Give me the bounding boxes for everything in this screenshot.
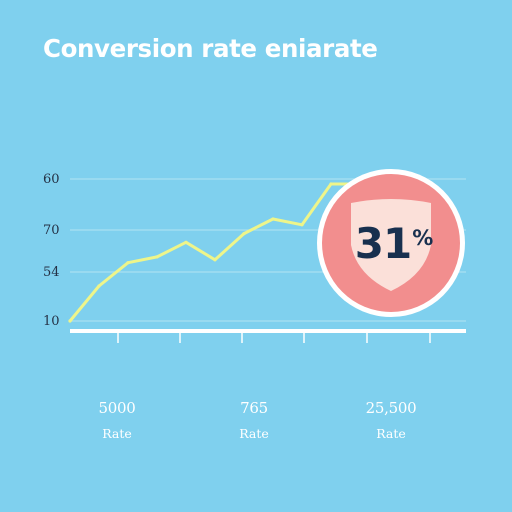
data-point	[68, 319, 72, 323]
data-point	[213, 258, 217, 262]
data-point	[300, 223, 304, 227]
badge-value: 31%	[355, 219, 434, 268]
conversion-badge: 31%	[317, 169, 465, 317]
y-tick-label: 70	[43, 223, 60, 238]
stat-block: 5000 Rate	[57, 398, 177, 442]
series-line	[68, 182, 362, 323]
stat-label: Rate	[239, 426, 269, 441]
data-point	[155, 255, 159, 259]
x-axis	[70, 329, 466, 343]
stat-value: 25,500	[365, 399, 417, 417]
y-tick-label: 60	[43, 172, 60, 187]
y-tick-label: 10	[43, 314, 60, 329]
stat-block: 765 Rate	[194, 398, 314, 442]
data-point	[329, 182, 333, 186]
stat-value: 5000	[98, 399, 136, 417]
badge-unit: %	[412, 225, 434, 250]
shield-icon	[351, 199, 431, 291]
stat-label: Rate	[102, 426, 132, 441]
data-point	[271, 217, 275, 221]
badge-number: 31	[354, 218, 412, 268]
chart-title: Conversion rate eniarate	[43, 34, 378, 63]
stat-block: 25,500 Rate	[331, 398, 451, 442]
data-point	[97, 284, 101, 288]
data-point	[126, 261, 130, 265]
stat-value: 765	[240, 399, 268, 417]
y-tick-label: 54	[43, 265, 60, 280]
data-point	[242, 232, 246, 236]
data-point	[184, 240, 188, 244]
stat-label: Rate	[376, 426, 406, 441]
